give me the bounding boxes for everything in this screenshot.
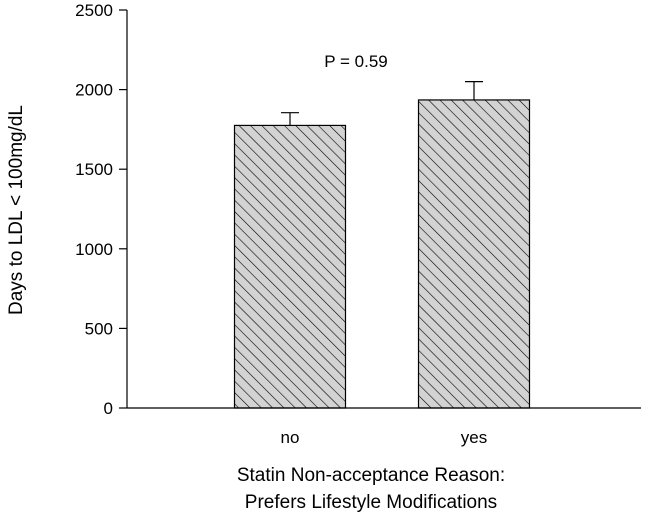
- p-value-annotation: P = 0.59: [324, 52, 388, 71]
- y-tick-label: 2000: [75, 81, 113, 100]
- y-tick-label: 1500: [75, 160, 113, 179]
- axes-layer: 0 500 1000 1500 2000 2500 no yes: [75, 1, 641, 447]
- y-tick-label: 1000: [75, 240, 113, 259]
- x-tick-label-yes: yes: [461, 428, 487, 447]
- bar-no: [233, 124, 347, 409]
- x-axis-label-line-1: Statin Non-acceptance Reason:: [237, 465, 505, 486]
- y-tick-label: 500: [85, 319, 113, 338]
- bars-layer: [233, 81, 531, 409]
- x-axis-label-line-2: Prefers Lifestyle Modifications: [245, 492, 497, 513]
- x-tick-label-no: no: [281, 428, 300, 447]
- y-tick-label: 2500: [75, 1, 113, 20]
- y-axis-label: Days to LDL < 100mg/dL: [6, 105, 27, 315]
- bar-yes: [417, 99, 531, 409]
- y-tick-label: 0: [104, 399, 113, 418]
